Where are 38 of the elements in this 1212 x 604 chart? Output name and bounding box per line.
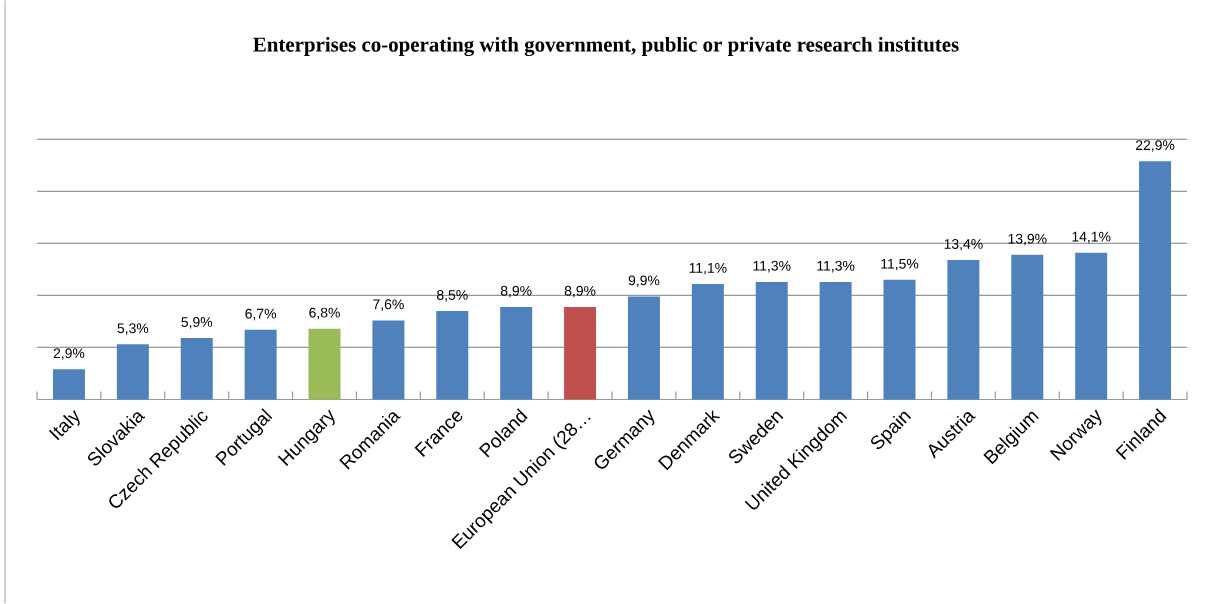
data-label: 9,9% — [628, 275, 660, 287]
x-tick-label: Italy — [48, 409, 80, 441]
bar — [372, 320, 405, 400]
data-label: 2,9% — [53, 348, 85, 360]
data-label: 22,9% — [1135, 140, 1175, 152]
bar — [819, 281, 852, 400]
data-label: 8,5% — [437, 289, 468, 302]
data-label: 8,9% — [564, 285, 596, 298]
data-label: 13,9% — [1008, 233, 1047, 246]
bar — [883, 279, 916, 400]
bar — [691, 283, 724, 400]
bar — [627, 296, 660, 400]
bar — [755, 281, 788, 400]
bar — [1011, 254, 1044, 400]
data-label: 8,9% — [500, 285, 532, 298]
data-label: 14,1% — [1072, 231, 1111, 244]
data-label: 11,3% — [817, 260, 855, 273]
bar — [436, 311, 469, 400]
chart-title: Enterprises co-operating with government, public or private research institutes — [253, 36, 959, 57]
bar — [52, 369, 85, 400]
bar — [500, 306, 533, 400]
bar — [180, 338, 213, 400]
data-label: 5,9% — [181, 317, 213, 329]
bar — [947, 260, 980, 400]
data-label: 7,6% — [373, 299, 404, 311]
bar — [564, 306, 597, 400]
data-label: 13,4% — [944, 239, 983, 251]
bar — [308, 328, 341, 400]
data-label: 11,3% — [753, 260, 791, 273]
bar — [244, 329, 277, 400]
data-label: 11,5% — [881, 258, 919, 271]
bar — [1075, 252, 1108, 400]
data-label: 5,3% — [117, 323, 149, 335]
bar — [1139, 161, 1172, 400]
data-label: 6,7% — [245, 308, 277, 321]
bar — [116, 344, 149, 400]
data-label: 11,1% — [689, 262, 727, 275]
data-label: 6,8% — [309, 307, 340, 320]
